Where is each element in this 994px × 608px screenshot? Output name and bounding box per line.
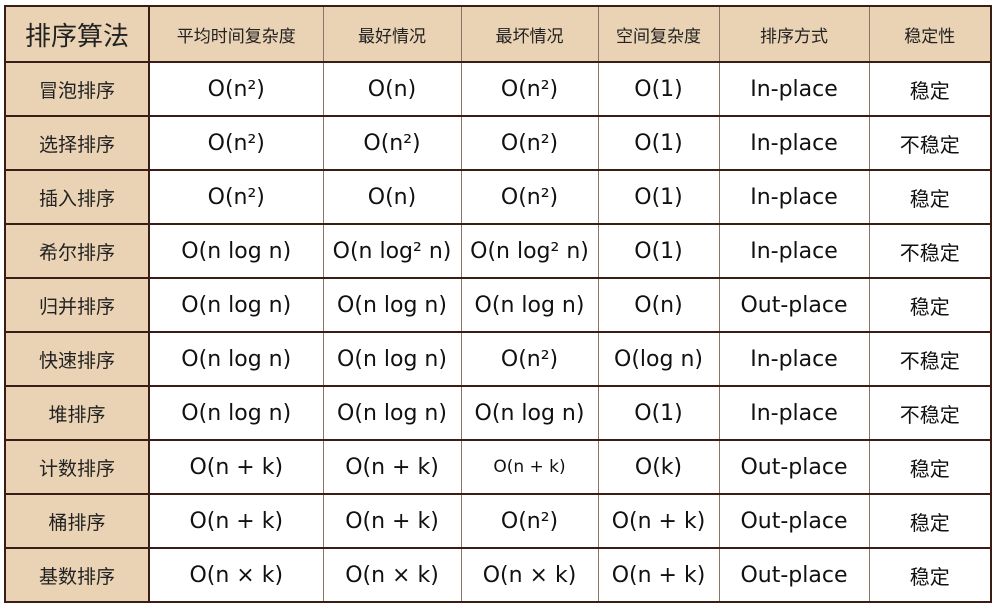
column-header: 稳定性 bbox=[868, 5, 992, 63]
table-row: 快速排序 O(n log n) O(n log n) O(n²) O(log n) In-… bbox=[4, 331, 992, 387]
table-cell: O(n log n) bbox=[322, 277, 462, 333]
table-row: 归并排序 O(n log n) O(n log n) O(n log n) O(n) Ou… bbox=[4, 277, 992, 333]
table-cell: O(n + k) bbox=[597, 547, 720, 603]
table-cell: O(n log² n) bbox=[460, 223, 599, 279]
table-cell: 不稳定 bbox=[868, 223, 992, 279]
algorithm-name: 基数排序 bbox=[4, 547, 150, 603]
table-cell: O(1) bbox=[597, 115, 720, 171]
table-cell: O(n²) bbox=[148, 169, 324, 225]
table-cell: O(n²) bbox=[322, 115, 462, 171]
table-cell: O(n) bbox=[322, 169, 462, 225]
table-cell: O(n²) bbox=[460, 493, 599, 549]
table-cell: O(n²) bbox=[148, 115, 324, 171]
header-row: 排序算法 平均时间复杂度 最好情况 最坏情况 空间复杂度 排序方式 稳定性 bbox=[4, 5, 992, 63]
table-cell: O(n + k) bbox=[148, 439, 324, 495]
table-cell: O(1) bbox=[597, 385, 720, 441]
column-header: 排序方式 bbox=[718, 5, 870, 63]
table-cell: O(n²) bbox=[460, 115, 599, 171]
table-row: 桶排序 O(n + k) O(n + k) O(n²) O(n + k) Out-plac… bbox=[4, 493, 992, 549]
table-row: 希尔排序 O(n log n) O(n log² n) O(n log² n) O(1)… bbox=[4, 223, 992, 279]
algorithm-name: 希尔排序 bbox=[4, 223, 150, 279]
table-cell: In-place bbox=[718, 169, 870, 225]
table-cell: In-place bbox=[718, 385, 870, 441]
table-cell: O(n + k) bbox=[597, 493, 720, 549]
table-cell: O(n + k) bbox=[148, 493, 324, 549]
table-row: 堆排序 O(n log n) O(n log n) O(n log n) O(1) In-… bbox=[4, 385, 992, 441]
table-row: 选择排序 O(n²) O(n²) O(n²) O(1) In-place 不稳定 bbox=[4, 115, 992, 171]
table-cell: 稳定 bbox=[868, 169, 992, 225]
table-cell: O(n²) bbox=[460, 61, 599, 117]
algorithm-name: 堆排序 bbox=[4, 385, 150, 441]
sorting-algorithms-table: 排序算法 平均时间复杂度 最好情况 最坏情况 空间复杂度 排序方式 稳定性 冒泡排序 O(n²… bbox=[4, 5, 992, 603]
algorithm-name: 计数排序 bbox=[4, 439, 150, 495]
table-cell: O(n × k) bbox=[148, 547, 324, 603]
table-cell: O(n + k) bbox=[460, 439, 599, 495]
table-cell: O(n log n) bbox=[148, 385, 324, 441]
table-cell: 稳定 bbox=[868, 439, 992, 495]
table-cell: O(n²) bbox=[148, 61, 324, 117]
algorithm-name: 选择排序 bbox=[4, 115, 150, 171]
column-header: 平均时间复杂度 bbox=[148, 5, 324, 63]
table-cell: 稳定 bbox=[868, 547, 992, 603]
table-cell: 稳定 bbox=[868, 493, 992, 549]
table-cell: Out-place bbox=[718, 493, 870, 549]
table-cell: 稳定 bbox=[868, 277, 992, 333]
table-cell: Out-place bbox=[718, 277, 870, 333]
algorithm-name: 快速排序 bbox=[4, 331, 150, 387]
table-cell: In-place bbox=[718, 61, 870, 117]
table-cell: 不稳定 bbox=[868, 115, 992, 171]
table-cell: O(n log n) bbox=[460, 385, 599, 441]
table-cell: O(n²) bbox=[460, 169, 599, 225]
table-cell: O(n) bbox=[322, 61, 462, 117]
algorithm-name: 插入排序 bbox=[4, 169, 150, 225]
table-cell: O(n log² n) bbox=[322, 223, 462, 279]
column-header: 排序算法 bbox=[4, 5, 150, 63]
table-cell: 不稳定 bbox=[868, 331, 992, 387]
table-cell: O(k) bbox=[597, 439, 720, 495]
table-cell: O(n + k) bbox=[322, 439, 462, 495]
table-cell: In-place bbox=[718, 115, 870, 171]
table-cell: O(n log n) bbox=[148, 331, 324, 387]
column-header: 空间复杂度 bbox=[597, 5, 720, 63]
table-cell: O(n log n) bbox=[148, 223, 324, 279]
column-header: 最好情况 bbox=[322, 5, 462, 63]
table-cell: Out-place bbox=[718, 547, 870, 603]
table-row: 计数排序 O(n + k) O(n + k) O(n + k) O(k) Out-plac… bbox=[4, 439, 992, 495]
algorithm-name: 桶排序 bbox=[4, 493, 150, 549]
table-cell: O(n) bbox=[597, 277, 720, 333]
table-cell: O(n log n) bbox=[460, 277, 599, 333]
table-cell: O(1) bbox=[597, 223, 720, 279]
table-cell: O(n log n) bbox=[148, 277, 324, 333]
table-cell: O(n²) bbox=[460, 331, 599, 387]
table-cell: O(log n) bbox=[597, 331, 720, 387]
table-cell: O(n × k) bbox=[460, 547, 599, 603]
table-row: 插入排序 O(n²) O(n) O(n²) O(1) In-place 稳定 bbox=[4, 169, 992, 225]
table-row: 基数排序 O(n × k) O(n × k) O(n × k) O(n + k) Out-… bbox=[4, 547, 992, 603]
table-cell: O(n log n) bbox=[322, 331, 462, 387]
table-cell: Out-place bbox=[718, 439, 870, 495]
table-cell: In-place bbox=[718, 223, 870, 279]
algorithm-name: 冒泡排序 bbox=[4, 61, 150, 117]
column-header: 最坏情况 bbox=[460, 5, 599, 63]
table-cell: O(n + k) bbox=[322, 493, 462, 549]
table-cell: O(1) bbox=[597, 169, 720, 225]
table-cell: In-place bbox=[718, 331, 870, 387]
table-cell: O(n × k) bbox=[322, 547, 462, 603]
table-row: 冒泡排序 O(n²) O(n) O(n²) O(1) In-place 稳定 bbox=[4, 61, 992, 117]
table-cell: 不稳定 bbox=[868, 385, 992, 441]
table-cell: O(n log n) bbox=[322, 385, 462, 441]
table-cell: 稳定 bbox=[868, 61, 992, 117]
algorithm-name: 归并排序 bbox=[4, 277, 150, 333]
table-cell: O(1) bbox=[597, 61, 720, 117]
